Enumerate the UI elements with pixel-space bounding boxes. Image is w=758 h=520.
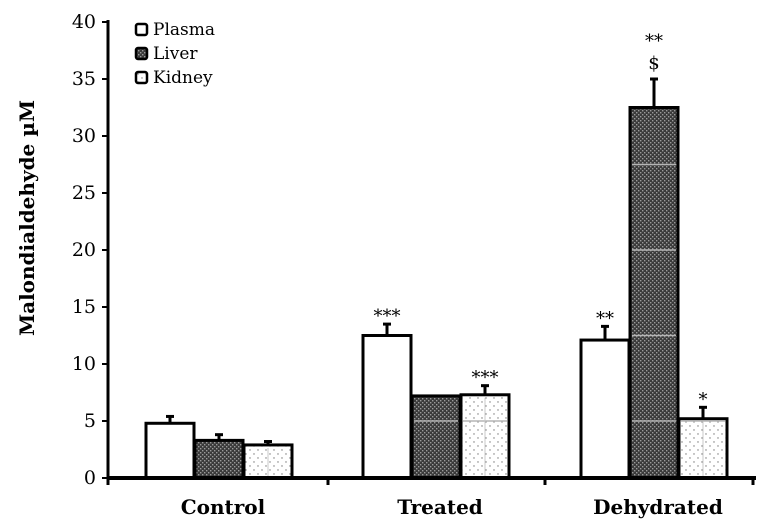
y-axis-ticks: 0 5 10 15 20 25 30 35 40 bbox=[72, 11, 108, 489]
category-label-treated: Treated bbox=[397, 495, 483, 519]
annotation-plasma-dehydrated: ** bbox=[596, 308, 614, 329]
annotation-liver-dehydrated: ** bbox=[645, 31, 663, 52]
bar-plasma-control bbox=[144, 421, 196, 480]
annotation-liver-dehydrated: $ bbox=[648, 53, 659, 74]
bar-plasma-dehydrated bbox=[579, 338, 631, 480]
annotation-kidney-treated: *** bbox=[472, 368, 499, 389]
legend-label-kidney: Kidney bbox=[153, 68, 213, 88]
y-tick-label: 10 bbox=[72, 353, 96, 375]
legend-swatch-liver bbox=[134, 46, 149, 61]
significance-annotations: ********$*** bbox=[374, 31, 708, 410]
annotation-plasma-treated: *** bbox=[374, 306, 401, 327]
y-axis-title: Malondialdehyde µM bbox=[15, 100, 39, 336]
y-tick-label: 35 bbox=[72, 68, 96, 90]
bar-plasma-treated bbox=[361, 334, 413, 480]
legend-swatch-plasma bbox=[134, 22, 149, 37]
y-tick-label: 20 bbox=[72, 239, 96, 261]
category-labels: Control Treated Dehydrated bbox=[181, 495, 723, 519]
y-tick-label: 25 bbox=[72, 182, 96, 204]
category-label-control: Control bbox=[181, 495, 266, 519]
category-label-dehydrated: Dehydrated bbox=[593, 495, 723, 519]
legend-label-plasma: Plasma bbox=[153, 20, 215, 40]
y-tick-label: 0 bbox=[84, 467, 96, 489]
bar-liver-treated bbox=[410, 394, 462, 480]
bar-liver-control bbox=[193, 438, 245, 480]
y-tick-label: 30 bbox=[72, 125, 96, 147]
legend: Plasma Liver Kidney bbox=[134, 20, 215, 88]
y-tick-label: 5 bbox=[84, 410, 96, 432]
legend-label-liver: Liver bbox=[153, 44, 198, 64]
annotation-kidney-dehydrated: * bbox=[699, 389, 708, 410]
bar-liver-dehydrated bbox=[628, 106, 680, 480]
bars bbox=[144, 77, 729, 480]
y-tick-label: 15 bbox=[72, 296, 96, 318]
y-tick-label: 40 bbox=[72, 11, 96, 33]
axes bbox=[106, 20, 756, 485]
legend-swatch-kidney bbox=[134, 70, 149, 85]
